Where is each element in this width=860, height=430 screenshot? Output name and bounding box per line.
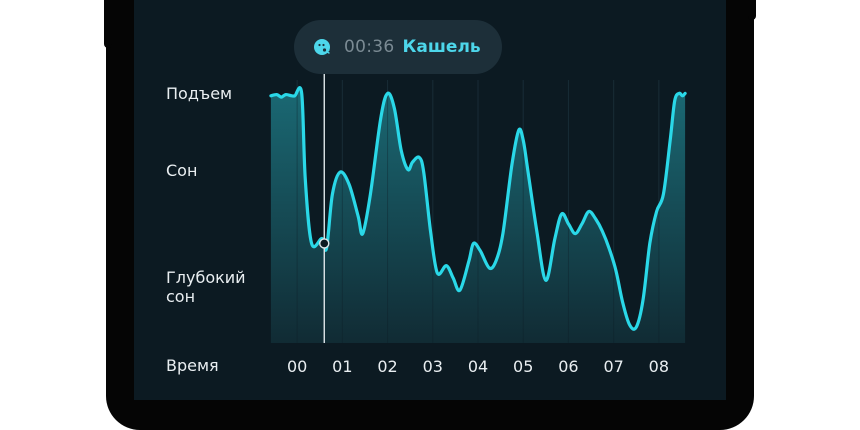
cough-face-icon: [314, 39, 330, 55]
event-tooltip[interactable]: 00:36 Кашель: [294, 20, 502, 74]
x-tick-label-08: 08: [648, 357, 670, 376]
phone-side-button-left: [104, 0, 112, 48]
x-tick-label-05: 05: [513, 357, 534, 376]
phone-side-button-right: [748, 0, 756, 20]
sleep-chart-screen: 00:36 Кашель Подъем Сон Глубокий сон Вре…: [134, 0, 726, 400]
tooltip-event-name: Кашель: [402, 37, 481, 57]
sleep-stage-line: [269, 86, 687, 331]
x-tick-label-04: 04: [467, 357, 489, 376]
x-tick-label-07: 07: [603, 357, 624, 376]
sleep-stage-chart[interactable]: [134, 0, 726, 400]
y-label-awake: Подъем: [166, 84, 233, 103]
y-label-deep-sleep: Глубокий сон: [166, 268, 246, 306]
cursor-marker[interactable]: [319, 238, 330, 249]
x-axis-title: Время: [166, 356, 219, 375]
x-tick-label-01: 01: [332, 357, 353, 376]
x-tick-label-03: 03: [422, 357, 443, 376]
sleep-area-fill: [270, 87, 686, 343]
y-label-sleep: Сон: [166, 161, 198, 180]
tooltip-time: 00:36: [344, 37, 395, 57]
x-tick-label-00: 00: [286, 357, 308, 376]
x-tick-label-02: 02: [377, 357, 398, 376]
x-tick-label-06: 06: [558, 357, 579, 376]
